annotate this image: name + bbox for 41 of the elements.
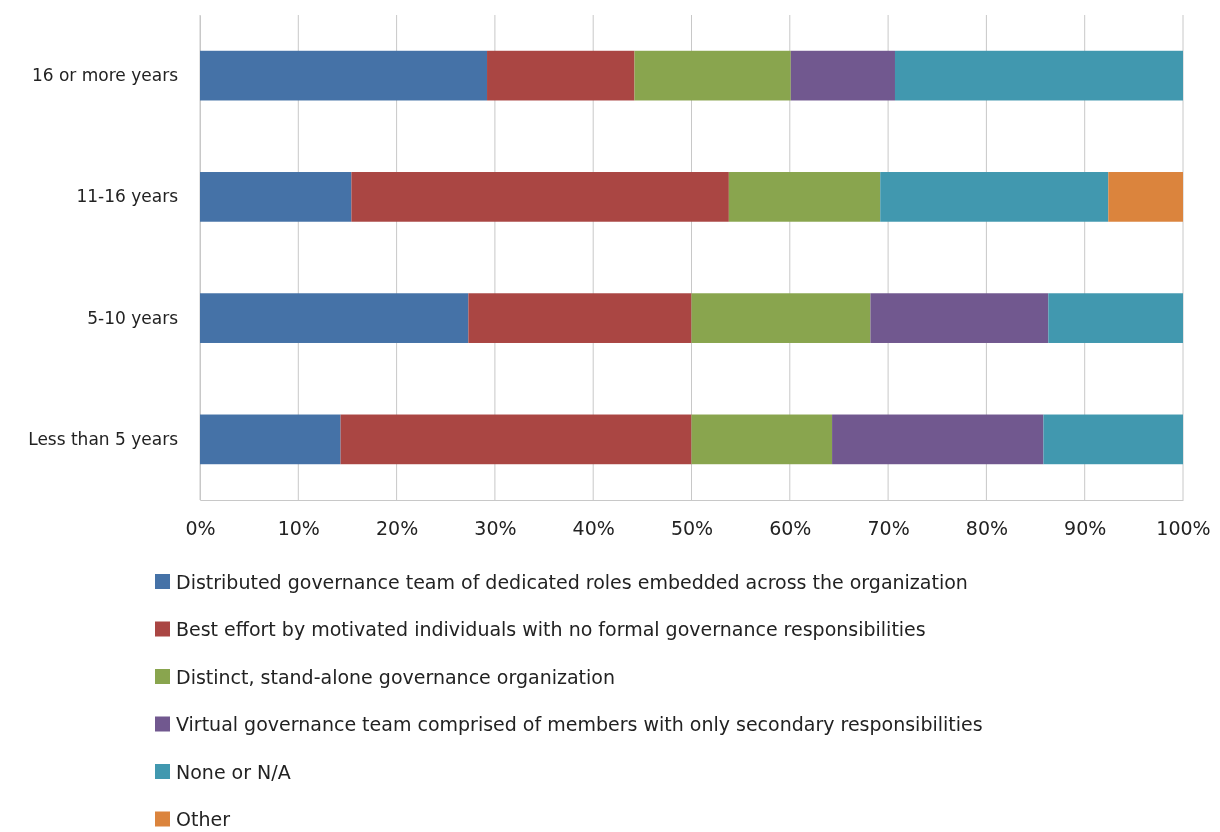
bar (832, 414, 1044, 465)
bar (1043, 414, 1183, 465)
x-tick-label: 0% (185, 517, 216, 540)
bar (691, 293, 871, 343)
bar (691, 414, 833, 465)
bar (487, 50, 635, 101)
x-tick-label: 20% (375, 517, 419, 540)
bar (728, 172, 881, 222)
x-tick-label: 100% (1156, 517, 1211, 540)
x-tick-label: 90% (1064, 517, 1107, 540)
x-tick-label: 30% (474, 517, 517, 540)
y-tick-label: 11-16 years (76, 186, 179, 207)
bar (200, 293, 469, 343)
bar (894, 50, 1183, 101)
x-tick-label: 80% (965, 517, 1009, 540)
bar (1108, 172, 1183, 222)
x-tick-label: 50% (670, 517, 714, 540)
bar (790, 50, 895, 101)
x-tick-label: 40% (572, 517, 615, 540)
bar (200, 172, 352, 222)
bar (340, 414, 692, 465)
legend-label: None or N/A (176, 760, 291, 783)
y-tick-label: 5-10 years (87, 307, 179, 328)
legend-label: Distinct, stand-alone governance organization (176, 665, 615, 688)
bar (468, 293, 692, 343)
bar (200, 50, 488, 101)
x-tick-label: 10% (277, 517, 320, 540)
legend-label: Distributed governance team of dedicated roles embedded across the organization (176, 570, 968, 593)
y-tick-label: 16 or more years (31, 65, 179, 86)
bar (200, 414, 341, 465)
y-tick-label: Less than 5 years (28, 428, 179, 449)
legend-label: Other (176, 808, 231, 831)
bar (1048, 293, 1183, 343)
x-tick-label: 70% (867, 517, 910, 540)
bar (870, 293, 1049, 343)
bar (634, 50, 791, 101)
legend-label: Virtual governance team comprised of members with only secondary responsibilities (176, 713, 983, 736)
bar (351, 172, 729, 222)
legend-label: Best effort by motivated individuals with no formal governance responsibilities (176, 618, 926, 641)
x-tick-label: 60% (769, 517, 812, 540)
bar (880, 172, 1109, 222)
